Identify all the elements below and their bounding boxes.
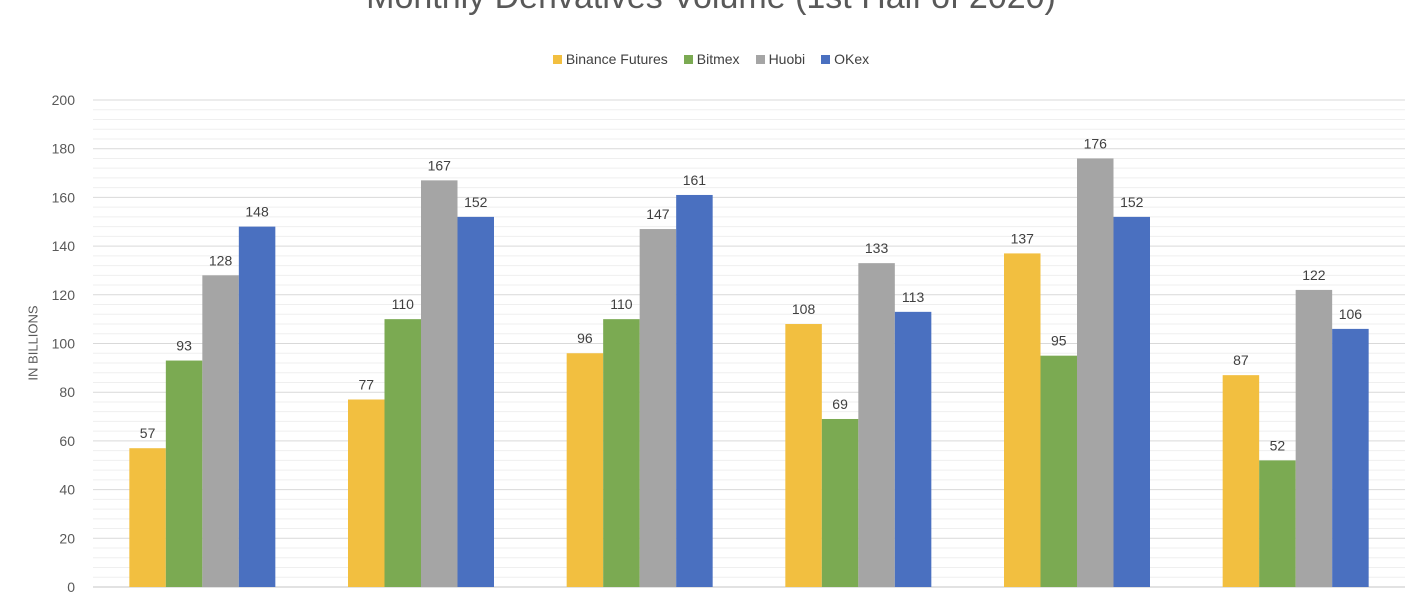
data-label: 110 [392, 296, 415, 312]
y-tick-label: 200 [52, 92, 76, 108]
data-label: 147 [646, 206, 670, 222]
data-label: 52 [1270, 437, 1286, 453]
data-label: 87 [1233, 352, 1249, 368]
legend-item: Binance Futures [552, 51, 668, 67]
bar-binance-futures [1004, 253, 1041, 587]
bar-bitmex [821, 418, 859, 587]
bar-binance-futures [566, 353, 604, 587]
legend-swatch [821, 54, 831, 64]
bar-bitmex [384, 319, 421, 587]
bar-huobi [421, 180, 458, 588]
legend-item: Huobi [755, 51, 806, 67]
legend-label: OKex [834, 51, 870, 67]
legend: Binance Futures Bitmex Huobi OKex [0, 51, 1422, 67]
y-tick-label: 0 [67, 579, 75, 595]
data-label: 152 [1120, 194, 1144, 210]
data-label: 96 [577, 330, 593, 346]
data-label: 128 [209, 252, 233, 268]
bar-bitmex [1040, 355, 1077, 587]
legend-swatch [755, 54, 765, 64]
data-label: 152 [464, 194, 488, 210]
data-label: 133 [865, 240, 889, 256]
data-label: 176 [1084, 135, 1108, 151]
legend-swatch [683, 54, 693, 64]
y-tick-label: 100 [52, 336, 76, 352]
bar-binance-futures [785, 324, 822, 587]
data-label: 110 [610, 296, 633, 312]
bar-huobi [202, 275, 239, 587]
y-tick-label: 80 [59, 384, 75, 400]
y-tick-label: 140 [52, 238, 76, 254]
bar-huobi [639, 229, 677, 587]
y-tick-label: 60 [59, 433, 75, 449]
bar-bitmex [1259, 460, 1296, 587]
data-label: 95 [1051, 333, 1067, 349]
data-label: 106 [1339, 306, 1363, 322]
data-label: 69 [832, 396, 848, 412]
data-label: 137 [1011, 230, 1035, 246]
data-label: 57 [140, 425, 156, 441]
y-tick-label: 160 [52, 189, 76, 205]
bar-binance-futures [1222, 375, 1260, 587]
data-label: 108 [792, 301, 816, 317]
bar-huobi [1295, 289, 1333, 587]
data-label: 113 [902, 289, 925, 305]
legend-item: OKex [821, 51, 869, 67]
bar-okex [1113, 216, 1150, 587]
legend-item: Bitmex [683, 51, 740, 67]
data-label: 77 [358, 377, 374, 393]
bar-okex [457, 216, 494, 587]
data-label: 93 [176, 338, 192, 354]
legend-label: Huobi [768, 51, 806, 67]
bar-huobi [1077, 158, 1114, 587]
bar-binance-futures [129, 448, 166, 587]
legend-label: Binance Futures [565, 51, 668, 67]
legend-swatch [552, 54, 562, 64]
bar-bitmex [603, 319, 640, 587]
bar-binance-futures [348, 399, 385, 587]
bar-huobi [858, 263, 895, 587]
legend-label: Bitmex [696, 51, 740, 67]
chart-title: Monthly Derivatives Volume (1st Half of … [0, 0, 1422, 17]
data-label: 161 [683, 172, 707, 188]
y-tick-label: 40 [59, 482, 75, 498]
bar-okex [894, 311, 932, 587]
data-label: 167 [428, 157, 452, 173]
data-label: 122 [1302, 267, 1326, 283]
bar-okex [1332, 328, 1369, 587]
y-tick-label: 120 [52, 287, 76, 303]
y-tick-label: 180 [52, 141, 76, 157]
y-tick-label: 20 [59, 530, 75, 546]
data-label: 148 [245, 204, 269, 220]
bar-okex [676, 194, 713, 587]
bar-bitmex [165, 360, 203, 587]
bar-okex [238, 226, 276, 587]
